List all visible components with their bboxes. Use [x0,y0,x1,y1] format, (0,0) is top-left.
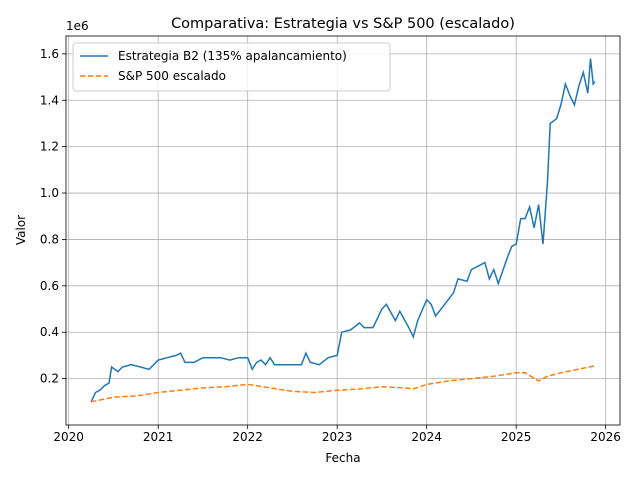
y-tick-label: 1.2 [40,140,59,154]
x-tick-label: 2022 [232,430,263,444]
y-tick-label: 0.8 [40,232,59,246]
x-tick-label: 2026 [590,430,621,444]
y-offset-label: 1e6 [66,19,89,33]
chart-title: Comparativa: Estrategia vs S&P 500 (esca… [171,16,515,32]
x-tick-label: 2020 [53,430,84,444]
series-line [90,58,596,403]
y-tick-label: 0.6 [40,279,59,293]
legend-label: S&P 500 escalado [118,69,226,83]
series-line [90,365,596,403]
x-tick-label: 2021 [143,430,174,444]
legend-box [72,42,391,92]
y-axis-label: Valor [14,215,28,245]
y-tick-label: 1.0 [40,186,59,200]
plot-frame [65,35,621,426]
x-axis-label: Fecha [325,451,360,465]
legend-label: Estrategia B2 (135% apalancamiento) [118,49,347,63]
x-tick-label: 2024 [411,430,442,444]
y-tick-label: 1.6 [40,47,59,61]
x-tick-label: 2023 [322,430,353,444]
y-tick-label: 0.4 [40,325,59,339]
x-tick-label: 2025 [501,430,532,444]
y-tick-label: 0.2 [40,372,59,386]
y-tick-label: 1.4 [40,93,59,107]
